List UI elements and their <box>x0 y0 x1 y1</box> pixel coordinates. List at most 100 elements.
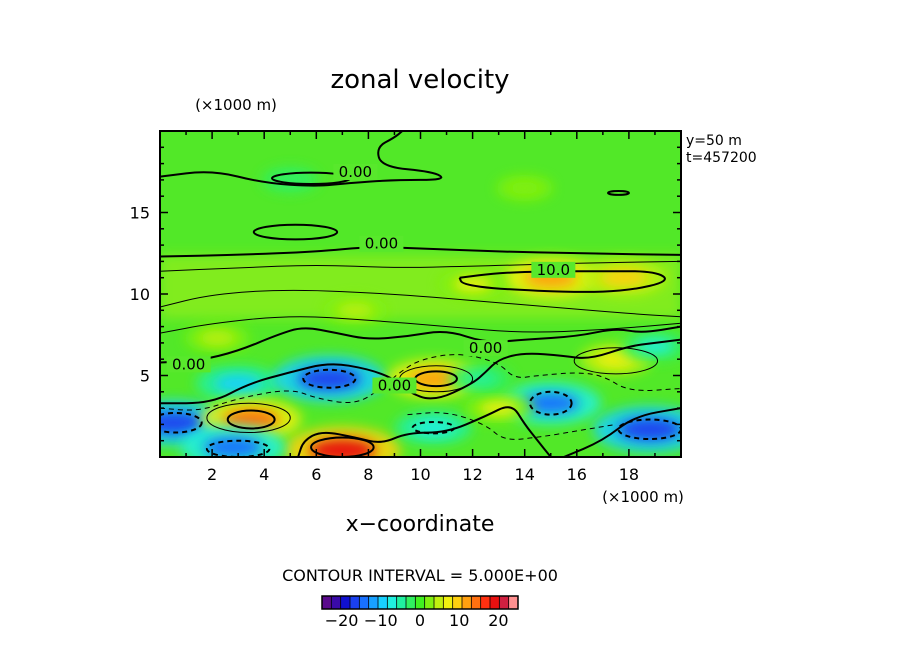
colorbar-swatch <box>490 596 500 609</box>
x-tick-label: 4 <box>259 465 269 484</box>
colorbar-swatch <box>406 596 416 609</box>
contour-cell <box>310 436 375 457</box>
colorbar-swatch <box>368 596 379 609</box>
contour-line <box>160 338 681 405</box>
colorbar-swatch <box>508 596 519 609</box>
field-core <box>199 331 236 345</box>
contour-label-bg <box>531 261 576 278</box>
colorbar: −20 −10 0 10 20 <box>321 595 519 630</box>
colorbar-swatch <box>331 596 341 609</box>
contour-label-bg <box>359 235 404 252</box>
colorbar-tick-label: −20 <box>325 611 359 630</box>
contour-cell <box>206 402 291 434</box>
colorbar-tick-label: 20 <box>488 611 508 630</box>
field-core <box>462 371 499 386</box>
colorbar-tick-label: 10 <box>449 611 469 630</box>
y-tick-label: 5 <box>140 367 150 386</box>
chart-title: zonal velocity <box>330 65 509 95</box>
contour-line <box>160 131 443 187</box>
field-core <box>599 268 648 287</box>
axis-ticks <box>160 131 681 457</box>
field-core <box>337 303 374 318</box>
contour-cell <box>205 439 271 457</box>
contour-label: 0.00 <box>339 163 372 181</box>
colorbar-swatch <box>415 596 425 609</box>
field-core <box>618 418 681 441</box>
x-axis-label: x−coordinate <box>346 512 495 537</box>
y-axis-unit: (×1000 m) <box>195 96 277 114</box>
contour-cell <box>528 390 573 416</box>
contour-label-bg <box>166 356 211 373</box>
x-axis-unit: (×1000 m) <box>602 488 684 506</box>
x-tick-label: 14 <box>515 465 535 484</box>
contour-line <box>407 412 616 440</box>
colorbar-swatch <box>359 596 369 609</box>
contour-cell <box>160 411 203 434</box>
field-core <box>222 409 280 430</box>
x-tick-label: 12 <box>462 465 482 484</box>
colorbar-swatch <box>322 596 332 609</box>
plot-area: 0.00 0.00 10.0 0.00 0.00 0.00 <box>159 130 682 458</box>
contour-label: 0.00 <box>378 377 411 395</box>
contour-line <box>160 325 681 364</box>
contour-label-bg <box>333 164 378 181</box>
colorbar-swatch <box>424 596 435 609</box>
contour-label: 0.00 <box>365 235 398 253</box>
colorbar-swatch <box>443 596 453 609</box>
contour-label: 0.00 <box>469 339 502 357</box>
colorbar-swatch <box>462 596 472 609</box>
contour-cell <box>607 189 630 196</box>
colorbar-swatch <box>434 596 444 609</box>
field-core <box>595 351 637 367</box>
y-tick-labels: 5 10 15 <box>130 204 150 386</box>
colorbar-swatch <box>480 596 491 609</box>
time-annotation: t=457200 <box>686 150 757 166</box>
contour-label-bg <box>463 340 508 357</box>
contour-cell <box>226 409 276 430</box>
contour-label: 10.0 <box>537 261 570 279</box>
x-tick-label: 18 <box>619 465 639 484</box>
field-core <box>522 393 580 414</box>
x-tick-label: 10 <box>410 465 430 484</box>
contour-line <box>297 406 552 457</box>
contour-cell <box>252 223 339 241</box>
field-core <box>508 181 541 195</box>
contour-cell <box>302 368 357 389</box>
colorbar-swatch <box>396 596 407 609</box>
field-core <box>297 367 361 391</box>
x-tick-label: 6 <box>311 465 321 484</box>
y-tick-label: 15 <box>130 204 150 223</box>
colorbar-swatch <box>378 596 388 609</box>
field-core <box>160 411 204 434</box>
colorbar-swatch <box>499 596 509 609</box>
colorbar-swatch <box>471 596 481 609</box>
contour-line <box>160 289 681 318</box>
colorbar-tick-label: −10 <box>364 611 398 630</box>
y-position-annotation: y=50 m <box>686 133 742 149</box>
contour-line <box>160 316 681 334</box>
colorbar-swatch <box>452 596 463 609</box>
colorbar-swatch <box>350 596 360 609</box>
contour-labels: 0.00 0.00 10.0 0.00 0.00 0.00 <box>166 163 576 395</box>
contour-line <box>458 270 666 293</box>
x-tick-labels: 2 4 6 8 10 12 14 16 18 <box>207 465 639 484</box>
colorbar-swatch <box>340 596 351 609</box>
field-core <box>309 438 376 457</box>
x-tick-label: 2 <box>207 465 217 484</box>
x-tick-label: 16 <box>567 465 587 484</box>
colorbar-frame <box>321 595 519 610</box>
contour-lines <box>160 131 681 457</box>
contour-interval-note: CONTOUR INTERVAL = 5.000E+00 <box>282 566 558 585</box>
colorbar-tick-labels: −20 −10 0 10 20 <box>325 611 509 630</box>
y-tick-label: 10 <box>130 285 150 304</box>
contour-label: 0.00 <box>172 355 205 373</box>
x-tick-label: 8 <box>363 465 373 484</box>
contour-label-bg <box>372 377 417 394</box>
contour-line <box>563 407 681 457</box>
colorbar-tick-label: 0 <box>415 611 425 630</box>
colorbar-swatch <box>387 596 397 609</box>
field-core <box>214 374 262 393</box>
contour-line <box>160 354 681 411</box>
colorbar-swatches <box>321 595 519 610</box>
